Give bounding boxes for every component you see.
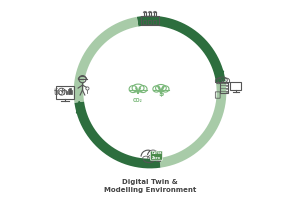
Bar — [230, 82, 242, 90]
Text: Digital Twin &
Modelling Environment: Digital Twin & Modelling Environment — [104, 179, 196, 193]
Bar — [141, 16, 159, 25]
Bar — [144, 12, 146, 16]
Text: $: $ — [158, 89, 164, 98]
Bar — [153, 20, 156, 24]
Bar — [154, 12, 156, 16]
Bar — [148, 20, 151, 24]
Bar — [68, 89, 69, 94]
Bar — [220, 82, 229, 93]
Bar — [66, 91, 68, 94]
Bar — [149, 12, 152, 16]
Bar — [143, 20, 146, 24]
FancyBboxPatch shape — [150, 151, 163, 160]
Text: Delta
Zero: Delta Zero — [151, 151, 162, 160]
Bar — [69, 88, 70, 94]
Bar — [71, 90, 72, 94]
Text: tion: tion — [54, 88, 68, 97]
Bar — [56, 86, 74, 99]
Text: CO₂: CO₂ — [133, 98, 143, 103]
